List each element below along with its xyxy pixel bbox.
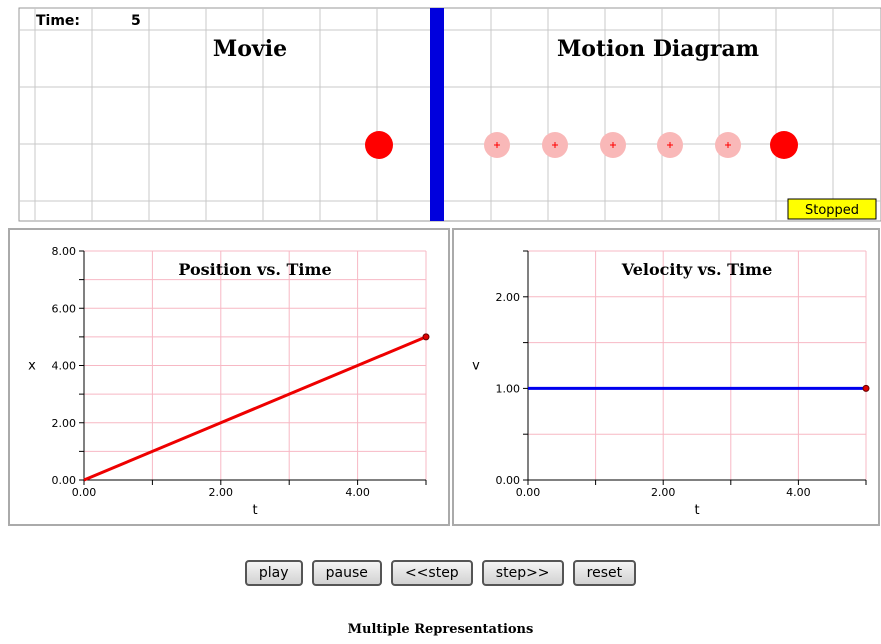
y-axis-label: v [472,359,480,374]
motion-diagram-ghosts [484,132,741,158]
y-tick-label: 2.00 [496,291,521,304]
y-tick-label: 0.00 [496,474,521,487]
series-end-marker [422,333,430,341]
ghost-position [715,132,741,158]
play-button[interactable]: play [244,560,303,586]
ghost-position [657,132,683,158]
animation-panel: Time: 5 Movie Motion Diagram Stopped [18,7,881,222]
ghost-position [542,132,568,158]
position-graph-panel [8,228,450,526]
movie-title: Movie [213,36,287,62]
divider-bar [430,8,444,221]
step-forward-button[interactable]: step>> [481,560,564,586]
series-line [83,335,427,482]
velocity-graph-panel [452,228,880,526]
status-text: Stopped [805,203,859,218]
reset-button[interactable]: reset [572,560,637,586]
control-bar: play pause <<step step>> reset [0,560,881,586]
x-axis-label: t [252,503,257,518]
time-value: 5 [131,13,141,29]
ghost-position [600,132,626,158]
x-tick-label: 4.00 [786,486,811,499]
movie-ball [365,131,393,159]
x-tick-label: 2.00 [209,486,234,499]
x-tick-label: 4.00 [345,486,370,499]
y-tick-label: 2.00 [52,417,77,430]
y-tick-label: 8.00 [52,245,77,258]
status-badge [787,198,877,220]
step-back-button[interactable]: <<step [390,560,473,586]
chart-title: Velocity vs. Time [621,260,773,279]
velocity-chart: 0.00 2.00 4.00 0.00 1.00 2.00 t v Velocity vs. T… [472,250,870,518]
motion-diagram-ball [770,131,798,159]
chart-title: Position vs. Time [178,260,331,279]
simulation: Time: 5 Movie Motion Diagram Stopped 0.0… [8,7,881,526]
page-caption: Multiple Representations [347,622,534,637]
x-tick-label: 2.00 [651,486,676,499]
y-axis-label: x [28,359,36,374]
ghost-position [484,132,510,158]
x-tick-label: 0.00 [516,486,541,499]
y-tick-label: 6.00 [52,302,77,315]
x-axis-label: t [694,503,699,518]
y-tick-label: 4.00 [52,360,77,373]
x-tick-label: 0.00 [72,486,97,499]
pause-button[interactable]: pause [311,560,382,586]
position-chart: 0.00 2.00 4.00 0.00 2.00 4.00 6.00 8.00 t x Positi… [28,245,430,518]
time-label: Time: [36,13,80,29]
motion-diagram-title: Motion Diagram [557,36,759,62]
series-end-marker [862,384,870,392]
y-tick-label: 1.00 [496,382,521,395]
y-tick-label: 0.00 [52,474,77,487]
